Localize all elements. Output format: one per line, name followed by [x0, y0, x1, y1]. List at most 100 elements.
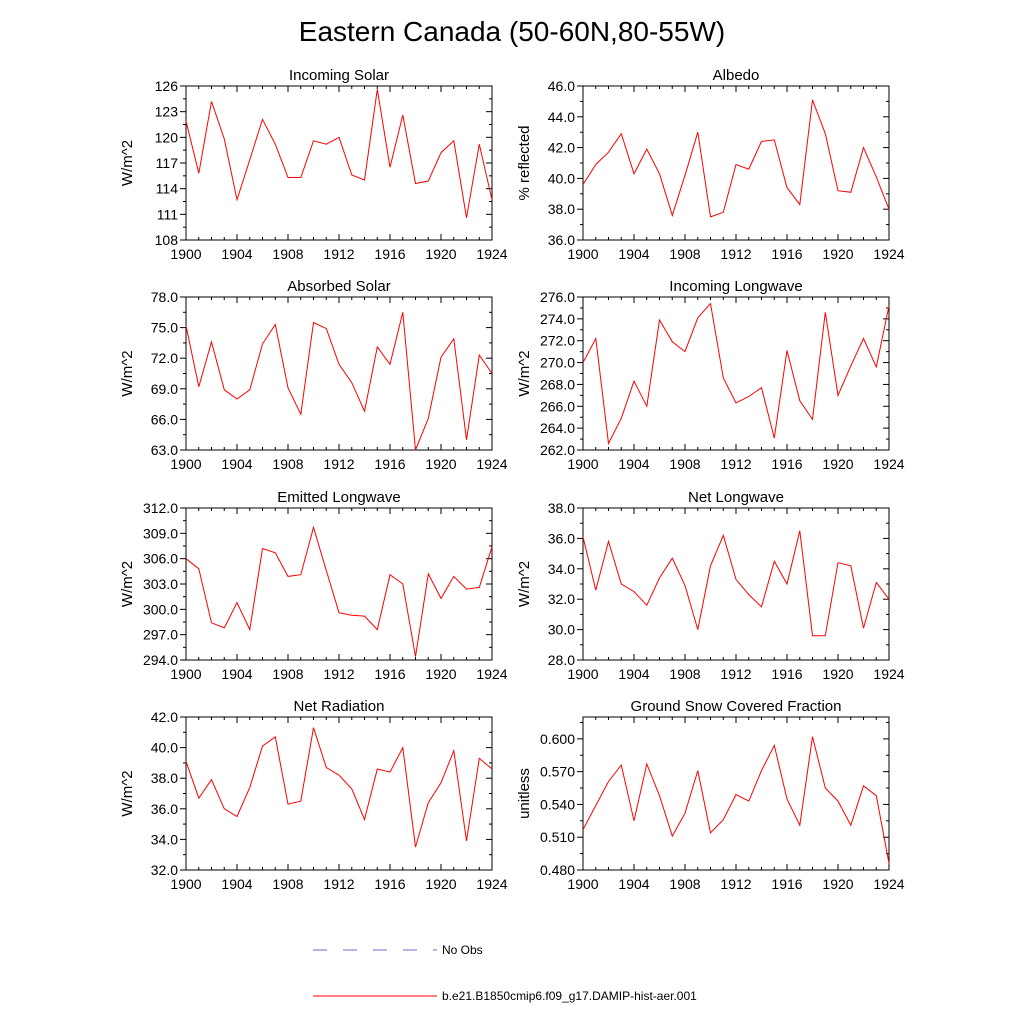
- x-tick-label: 1912: [720, 456, 751, 472]
- series-line-model: [185, 727, 493, 848]
- y-tick-label: 63.0: [151, 442, 178, 458]
- x-tick-label: 1924: [476, 456, 507, 472]
- y-tick-label: 108: [155, 232, 179, 248]
- y-axis-label: W/m^2: [516, 561, 533, 607]
- plot-frame: [185, 296, 493, 451]
- x-tick-label: 1900: [567, 246, 598, 262]
- x-tick-label: 1920: [425, 246, 456, 262]
- y-tick-label: 303.0: [143, 576, 178, 592]
- y-tick-label: 294.0: [143, 652, 178, 668]
- y-tick-label: 0.510: [540, 829, 575, 845]
- series-line-model: [185, 312, 493, 451]
- y-tick-label: 0.600: [540, 731, 575, 747]
- y-tick-label: 126: [155, 78, 179, 94]
- x-tick-label: 1904: [221, 876, 252, 892]
- panel-title: Ground Snow Covered Fraction: [631, 698, 842, 715]
- y-axis-label: W/m^2: [516, 350, 533, 396]
- y-tick-label: 262.0: [540, 442, 575, 458]
- x-tick-label: 1912: [323, 246, 354, 262]
- y-tick-label: 32.0: [548, 591, 575, 607]
- x-tick-label: 1908: [669, 456, 700, 472]
- y-tick-label: 306.0: [143, 551, 178, 567]
- x-tick-label: 1900: [567, 876, 598, 892]
- y-tick-label: 66.0: [151, 411, 178, 427]
- x-tick-label: 1904: [618, 246, 649, 262]
- plot-frame: [185, 85, 493, 241]
- x-tick-label: 1916: [771, 666, 802, 682]
- y-tick-label: 117: [156, 155, 179, 171]
- panel-title: Absorbed Solar: [287, 278, 390, 295]
- panel-title: Incoming Longwave: [669, 278, 802, 295]
- y-tick-label: 268.0: [540, 376, 575, 392]
- x-tick-label: 1920: [425, 456, 456, 472]
- y-tick-label: 72.0: [151, 350, 178, 366]
- y-tick-label: 46.0: [548, 78, 575, 94]
- x-tick-label: 1912: [720, 876, 751, 892]
- panel-6: Net Longwave 1900 1904 1908 1912 1916 1920 1924…: [516, 489, 905, 682]
- x-tick-label: 1916: [374, 246, 405, 262]
- panel-1: Incoming Solar 1900 1904 1908 1912 1916 1920 19…: [119, 67, 508, 262]
- panel-7: Net Radiation 1900 1904 1908 1912 1916 1920 192…: [119, 698, 508, 892]
- y-tick-label: 36.0: [548, 232, 575, 248]
- x-tick-label: 1908: [272, 456, 303, 472]
- y-tick-label: 36.0: [548, 530, 575, 546]
- y-tick-label: 123: [155, 104, 179, 120]
- x-tick-label: 1916: [374, 876, 405, 892]
- y-tick-label: 300.0: [143, 601, 178, 617]
- panel-4: Incoming Longwave 1900 1904 1908 1912 1916 192…: [516, 278, 905, 472]
- panel-3: Absorbed Solar 1900 1904 1908 1912 1916 1920 19…: [119, 278, 508, 472]
- y-tick-label: 309.0: [143, 525, 178, 541]
- x-tick-label: 1900: [567, 456, 598, 472]
- y-tick-label: 276.0: [540, 289, 575, 305]
- y-tick-label: 42.0: [151, 709, 178, 725]
- x-tick-label: 1916: [374, 666, 405, 682]
- plot-frame: [185, 507, 493, 661]
- plot-frame: [582, 85, 890, 241]
- x-tick-label: 1900: [567, 666, 598, 682]
- y-tick-label: 75.0: [151, 320, 178, 336]
- series-line-model: [185, 525, 493, 657]
- figure-title: Eastern Canada (50-60N,80-55W): [299, 16, 725, 47]
- x-tick-label: 1924: [873, 876, 904, 892]
- panel-2: Albedo 1900 1904 1908 1912 1916 1920 1924 36.0 38…: [516, 67, 905, 262]
- x-tick-label: 1904: [221, 456, 252, 472]
- x-tick-label: 1900: [170, 666, 201, 682]
- x-tick-label: 1908: [272, 666, 303, 682]
- x-tick-label: 1916: [374, 456, 405, 472]
- y-tick-label: 266.0: [540, 398, 575, 414]
- series-line-model: [582, 736, 890, 864]
- series-line-model: [582, 302, 890, 446]
- y-tick-label: 78.0: [151, 289, 178, 305]
- y-axis-label: W/m^2: [119, 350, 136, 396]
- x-tick-label: 1920: [822, 876, 853, 892]
- y-axis-label: W/m^2: [119, 770, 136, 816]
- y-axis-label: % reflected: [516, 125, 533, 200]
- x-tick-label: 1908: [669, 876, 700, 892]
- x-tick-label: 1912: [323, 666, 354, 682]
- y-axis-label: W/m^2: [119, 561, 136, 607]
- y-tick-label: 297.0: [143, 627, 178, 643]
- y-tick-label: 272.0: [540, 333, 575, 349]
- y-tick-label: 42.0: [548, 140, 575, 156]
- x-tick-label: 1916: [771, 456, 802, 472]
- y-tick-label: 38.0: [548, 201, 575, 217]
- panel-5: Emitted Longwave 1900 1904 1908 1912 1916 1920…: [119, 489, 508, 682]
- x-tick-label: 1912: [720, 666, 751, 682]
- x-tick-label: 1908: [669, 246, 700, 262]
- y-tick-label: 114: [156, 181, 179, 197]
- panel-title: Emitted Longwave: [277, 489, 400, 506]
- x-tick-label: 1924: [873, 666, 904, 682]
- panel-8: Ground Snow Covered Fraction 1900 1904 1908…: [516, 698, 905, 892]
- y-tick-label: 0.570: [540, 764, 575, 780]
- panel-title: Net Longwave: [688, 489, 784, 506]
- y-tick-label: 32.0: [151, 862, 178, 878]
- legend: No Obs b.e21.B1850cmip6.f09_g17.DAMIP-hi…: [313, 943, 697, 1003]
- x-tick-label: 1924: [476, 666, 507, 682]
- plot-frame: [582, 716, 890, 871]
- x-tick-label: 1924: [476, 246, 507, 262]
- y-axis-label: unitless: [516, 768, 533, 819]
- x-tick-label: 1924: [873, 456, 904, 472]
- x-tick-label: 1920: [425, 666, 456, 682]
- plot-frame: [582, 507, 890, 661]
- x-tick-label: 1920: [425, 876, 456, 892]
